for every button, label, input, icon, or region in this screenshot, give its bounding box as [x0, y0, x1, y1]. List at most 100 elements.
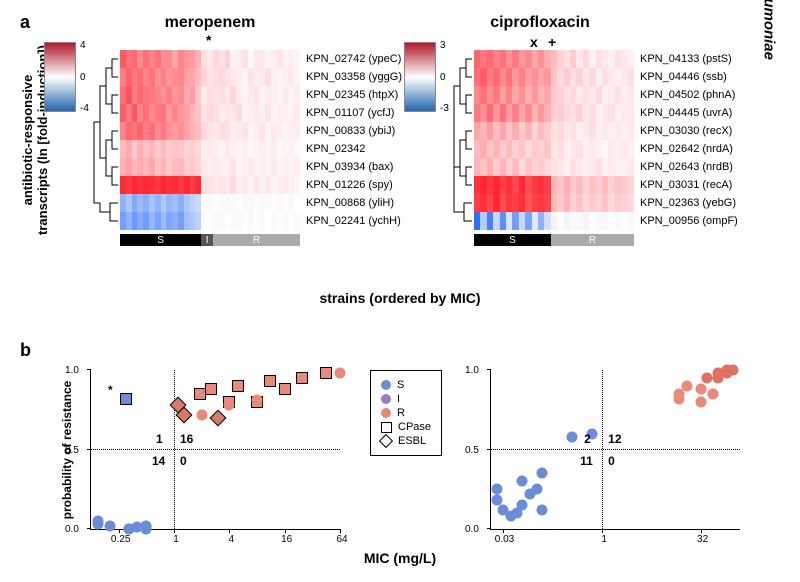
ciprofloxacin-colorbar: 3 0 -3: [404, 42, 436, 112]
data-point: [492, 484, 503, 495]
gene-label: KPN_02642 (nrdA): [640, 140, 738, 158]
gene-label: KPN_03934 (bax): [306, 158, 402, 176]
legend-i: I: [397, 393, 400, 405]
gene-label: KPN_04502 (phnA): [640, 86, 738, 104]
x-tick: 0.03: [493, 534, 517, 545]
data-point: [335, 368, 346, 379]
x-tick: 64: [330, 534, 354, 545]
panel-b-xlabel: MIC (mg/L): [250, 550, 550, 566]
data-point: [727, 365, 738, 376]
quadrant-count: 0: [608, 454, 615, 468]
gene-label: KPN_01226 (spy): [306, 176, 402, 194]
data-point: [224, 399, 235, 410]
gene-label: KPN_01107 (ycfJ): [306, 104, 402, 122]
legend-esbl: ESBL: [398, 435, 426, 447]
data-point: [205, 383, 217, 395]
gene-label: KPN_02345 (htpX): [306, 86, 402, 104]
ciprofloxacin-heatmap: [474, 50, 634, 230]
data-point: [252, 395, 263, 406]
data-point: [708, 388, 719, 399]
data-point: [93, 516, 104, 527]
ciprofloxacin-dendrogram: [450, 50, 474, 230]
gene-label: KPN_00833 (ybiJ): [306, 122, 402, 140]
gene-label: KPN_02363 (yebG): [640, 194, 738, 212]
y-tick: 1.0: [465, 365, 479, 376]
data-point: [695, 396, 706, 407]
y-tick: 1.0: [65, 365, 79, 376]
x-tick: 16: [275, 534, 299, 545]
data-point: [674, 393, 685, 404]
cipro-marker-x: x: [530, 34, 538, 50]
data-point: [209, 409, 226, 426]
ciprofloxacin-scatter: 2121100.031320.00.51.0: [490, 370, 740, 530]
legend: S I R CPase ESBL: [370, 370, 442, 456]
meropenem-colorbar: 4 0 -4: [44, 42, 76, 112]
outlier-marker: *: [108, 383, 113, 397]
species-label: K. pneumoniae: [761, 0, 778, 60]
meropenem-scatter: *1161400.251416640.00.51.0: [90, 370, 340, 530]
gene-label: KPN_02742 (ypeC): [306, 50, 402, 68]
data-point: [695, 384, 706, 395]
data-point: [531, 484, 542, 495]
data-point: [264, 375, 276, 387]
gene-label: KPN_03030 (recX): [640, 122, 738, 140]
x-tick: 0.25: [109, 534, 133, 545]
meropenem-gene-labels: KPN_02742 (ypeC)KPN_03358 (yggG)KPN_0234…: [306, 50, 402, 230]
gene-label: KPN_02241 (ychH): [306, 212, 402, 230]
data-point: [120, 393, 132, 405]
gene-label: KPN_02342: [306, 140, 402, 158]
y-tick: 0.0: [465, 524, 479, 535]
sir-segment-i: I: [201, 234, 213, 246]
data-point: [141, 524, 152, 535]
quadrant-count: 12: [608, 432, 621, 446]
sir-segment-r: R: [551, 234, 634, 246]
quadrant-count: 11: [580, 454, 593, 468]
sir-segment-s: S: [120, 234, 201, 246]
data-point: [279, 383, 291, 395]
data-point: [517, 476, 528, 487]
gene-label: KPN_04446 (ssb): [640, 68, 738, 86]
data-point: [196, 409, 207, 420]
x-tick: 4: [219, 534, 243, 545]
x-tick: 1: [164, 534, 188, 545]
data-point: [104, 520, 115, 531]
data-point: [517, 500, 528, 511]
gene-label: KPN_00868 (yliH): [306, 194, 402, 212]
data-point: [701, 372, 712, 383]
data-point: [536, 504, 547, 515]
gene-label: KPN_02643 (nrdB): [640, 158, 738, 176]
cipro-marker-plus: +: [548, 34, 556, 50]
legend-cpase: CPase: [398, 421, 431, 433]
quadrant-count: 14: [152, 454, 165, 468]
sir-segment-r: R: [213, 234, 300, 246]
ciprofloxacin-gene-labels: KPN_04133 (pstS)KPN_04446 (ssb)KPN_04502…: [640, 50, 738, 230]
data-point: [536, 468, 547, 479]
data-point: [567, 431, 578, 442]
y-tick: 0.0: [65, 524, 79, 535]
gene-label: KPN_00956 (ompF): [640, 212, 738, 230]
quadrant-count: 16: [180, 432, 193, 446]
gene-label: KPN_04133 (pstS): [640, 50, 738, 68]
ciprofloxacin-title: ciprofloxacin: [455, 14, 625, 32]
y-tick: 0.5: [65, 445, 79, 456]
meropenem-dendrogram: [90, 50, 120, 230]
meropenem-sir-bar: SIR: [120, 234, 300, 246]
quadrant-count: 2: [584, 432, 591, 446]
data-point: [320, 367, 332, 379]
gene-label: KPN_03358 (yggG): [306, 68, 402, 86]
panel-a-xlabel: strains (ordered by MIC): [250, 290, 550, 306]
sir-segment-s: S: [474, 234, 551, 246]
x-tick: 1: [592, 534, 616, 545]
quadrant-count: 0: [180, 454, 187, 468]
panel-b-letter: b: [20, 340, 31, 361]
meropenem-title: meropenem: [120, 14, 300, 32]
ciprofloxacin-sir-bar: SR: [474, 234, 634, 246]
legend-r: R: [397, 407, 405, 419]
gene-label: KPN_03031 (recA): [640, 176, 738, 194]
data-point: [682, 380, 693, 391]
y-tick: 0.5: [465, 445, 479, 456]
x-tick: 32: [691, 534, 715, 545]
legend-s: S: [397, 379, 404, 391]
meropenem-marker: *: [206, 32, 211, 48]
meropenem-heatmap: [120, 50, 300, 230]
